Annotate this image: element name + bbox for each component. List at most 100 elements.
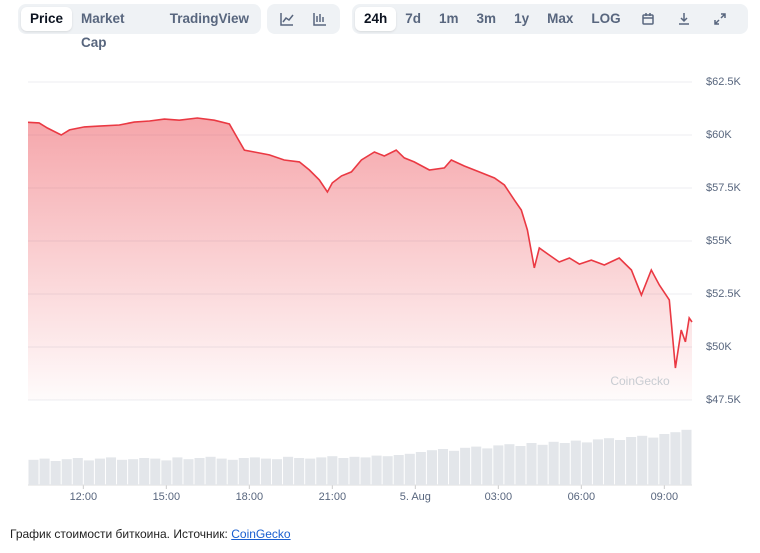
y-tick-label: $50K <box>706 341 732 353</box>
volume-bar <box>603 438 615 485</box>
volume-bar <box>216 458 227 485</box>
volume-bar <box>437 449 449 485</box>
y-tick-label: $52.5K <box>706 288 742 300</box>
range[interactable]: Max <box>547 11 574 26</box>
volume-bar <box>50 461 61 485</box>
calendar-icon[interactable] <box>630 7 666 31</box>
x-tick-label: 18:00 <box>236 491 264 503</box>
volume-bar <box>415 452 426 485</box>
volume-bar <box>338 458 349 485</box>
candle-icon[interactable] <box>304 7 338 31</box>
volume-bar <box>581 442 592 485</box>
y-tick-label: $55K <box>706 235 732 247</box>
volume-bar <box>526 443 537 485</box>
x-tick-label: 03:00 <box>485 491 513 503</box>
volume-bar <box>449 450 460 485</box>
volume-bar <box>139 458 150 485</box>
volume-bar <box>294 458 305 485</box>
x-tick-label: 5. Aug <box>400 491 431 503</box>
volume-bar <box>615 440 626 485</box>
volume-bar <box>637 435 648 485</box>
volume-bar <box>371 455 382 485</box>
volume-bar <box>260 458 271 485</box>
volume-bar <box>648 437 659 485</box>
tab-group: Price Market Cap TradingView <box>18 4 261 50</box>
volume-bar <box>283 456 294 485</box>
volume-bar <box>72 458 83 485</box>
caption-link[interactable]: CoinGecko <box>231 527 291 541</box>
volume-bar <box>426 450 437 485</box>
x-tick-label: 12:00 <box>70 491 98 503</box>
volume-bar <box>238 458 249 485</box>
volume-bar <box>659 434 670 485</box>
volume-bar <box>327 456 338 485</box>
volume-bar <box>128 459 139 485</box>
line-icon[interactable] <box>270 7 304 31</box>
range[interactable]: 1m <box>439 11 459 26</box>
volume-bar <box>227 459 238 485</box>
y-tick-label: $47.5K <box>706 394 742 406</box>
volume-bar <box>105 457 117 485</box>
volume-bar <box>482 448 493 485</box>
x-tick-label: 06:00 <box>568 491 596 503</box>
area <box>28 118 692 400</box>
volume-bar <box>504 444 515 485</box>
volume-bar <box>316 457 327 485</box>
volume-bar <box>150 458 161 485</box>
range[interactable]: 7d <box>405 11 422 26</box>
x-tick-label: 21:00 <box>319 491 347 503</box>
tab[interactable]: Market Cap <box>81 11 125 50</box>
volume-bar <box>28 459 39 485</box>
volume-bar <box>548 441 559 485</box>
volume-bar <box>271 459 283 485</box>
caption: График стоимости биткоина. Источник: Coi… <box>10 527 291 541</box>
volume-bar <box>94 458 105 485</box>
y-tick-label: $62.5K <box>706 76 742 88</box>
volume-bar <box>460 447 471 485</box>
caption-text: График стоимости биткоина. Источник: <box>10 527 232 541</box>
range[interactable]: 24h <box>355 7 397 31</box>
chart-type-group <box>267 4 340 34</box>
volume-bar <box>404 453 415 485</box>
expand-icon[interactable] <box>702 7 738 31</box>
x-tick-label: 15:00 <box>153 491 181 503</box>
chart: CoinGecko $47.5K $50K $52.5K $55K $57.5K $60K… <box>27 76 742 503</box>
x-tick-label: 09:00 <box>651 491 679 503</box>
volume-bar <box>670 432 681 485</box>
volume-bar <box>117 459 128 485</box>
volume-bar <box>194 458 205 485</box>
volume-bar <box>626 437 637 485</box>
volume-bar <box>305 458 316 485</box>
range[interactable]: LOG <box>591 11 621 26</box>
volume-bar <box>382 456 393 485</box>
range[interactable]: 1y <box>514 11 530 26</box>
tab[interactable]: TradingView <box>169 11 249 26</box>
price-line <box>27 117 693 369</box>
tab[interactable]: Price <box>21 7 73 31</box>
volume-bar <box>570 440 581 485</box>
volume-bar <box>349 456 360 485</box>
volume-bar <box>559 443 570 485</box>
volume-bar <box>183 459 194 485</box>
volume-bar <box>515 446 526 485</box>
volume-bar <box>681 429 692 485</box>
volume-bar <box>172 457 183 485</box>
volume-bar <box>161 460 172 485</box>
volume-bar <box>83 460 94 485</box>
volume-bar <box>471 446 482 485</box>
range[interactable]: 3m <box>476 11 497 26</box>
y-tick-label: $60K <box>706 129 732 141</box>
volume-bar <box>205 456 216 485</box>
volume-bar <box>39 458 50 485</box>
watermark: CoinGecko <box>610 374 670 388</box>
y-tick-label: $57.5K <box>706 182 742 194</box>
volume-bar <box>537 444 548 485</box>
volume-bar <box>493 445 504 485</box>
volume-bar <box>592 439 603 485</box>
volume-bar <box>360 457 371 485</box>
volume-bar <box>393 455 404 485</box>
volume-bar <box>249 457 260 485</box>
download-icon[interactable] <box>666 7 702 31</box>
range-group: 24h 7d 1m 3m 1y Max LOG <box>352 4 748 34</box>
